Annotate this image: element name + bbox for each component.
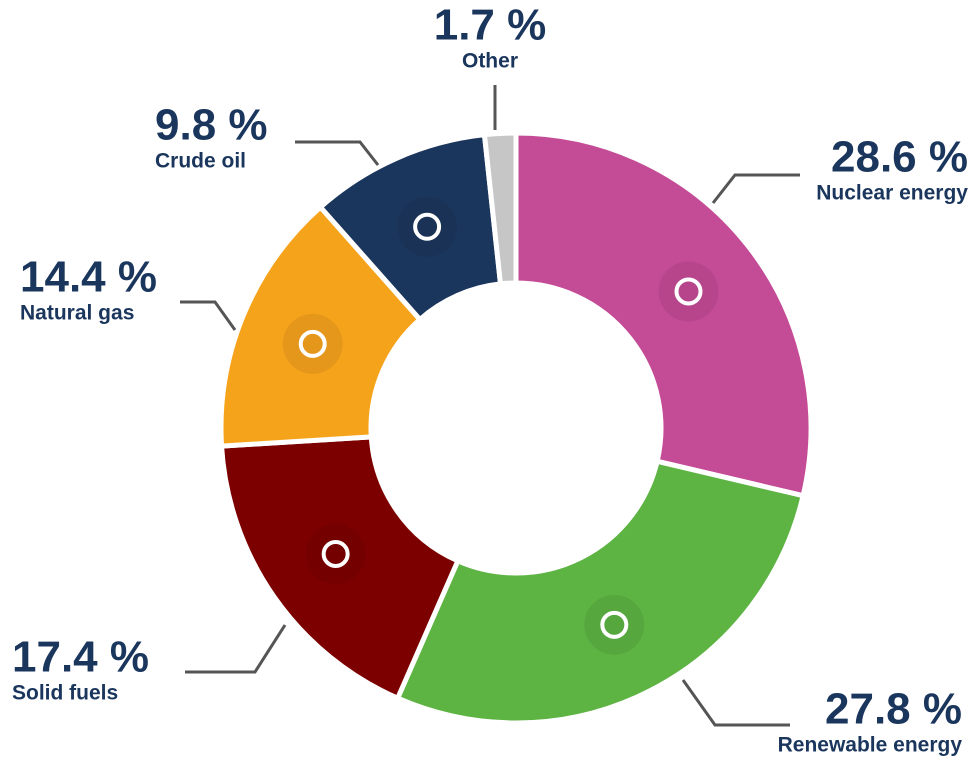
slice-icon-glyph: [298, 329, 327, 358]
slice-icon-glyph: [674, 277, 703, 306]
category-label: Natural gas: [20, 302, 134, 325]
slice-icon: [282, 313, 343, 374]
slice-icon-glyph: [413, 212, 442, 241]
leader-line: [295, 140, 380, 166]
slice: [394, 458, 807, 726]
value-label: 28.6 %: [831, 133, 968, 182]
slice-icon: [397, 196, 458, 257]
slice-icon: [658, 261, 719, 322]
leader-line: [681, 679, 790, 727]
category-label: Other: [462, 50, 518, 73]
value-label: 27.8 %: [825, 685, 962, 734]
leader-line: [180, 300, 237, 331]
category-label: Renewable energy: [778, 734, 963, 757]
category-label: Nuclear energy: [816, 182, 968, 205]
value-label: 17.4 %: [12, 633, 149, 682]
slice-icon-glyph: [600, 610, 629, 639]
leader-line: [185, 624, 287, 674]
slice-icon: [584, 594, 645, 655]
slice: [218, 434, 462, 702]
slice-icon: [305, 523, 366, 584]
slice-icon-glyph: [321, 539, 350, 568]
value-label: 1.7 %: [434, 1, 547, 50]
value-label: 9.8 %: [155, 101, 268, 150]
leader-line: [711, 173, 800, 204]
slice: [481, 130, 519, 287]
value-label: 14.4 %: [20, 253, 157, 302]
category-label: Crude oil: [155, 150, 246, 173]
category-label: Solid fuels: [12, 682, 118, 705]
slice: [513, 130, 814, 499]
